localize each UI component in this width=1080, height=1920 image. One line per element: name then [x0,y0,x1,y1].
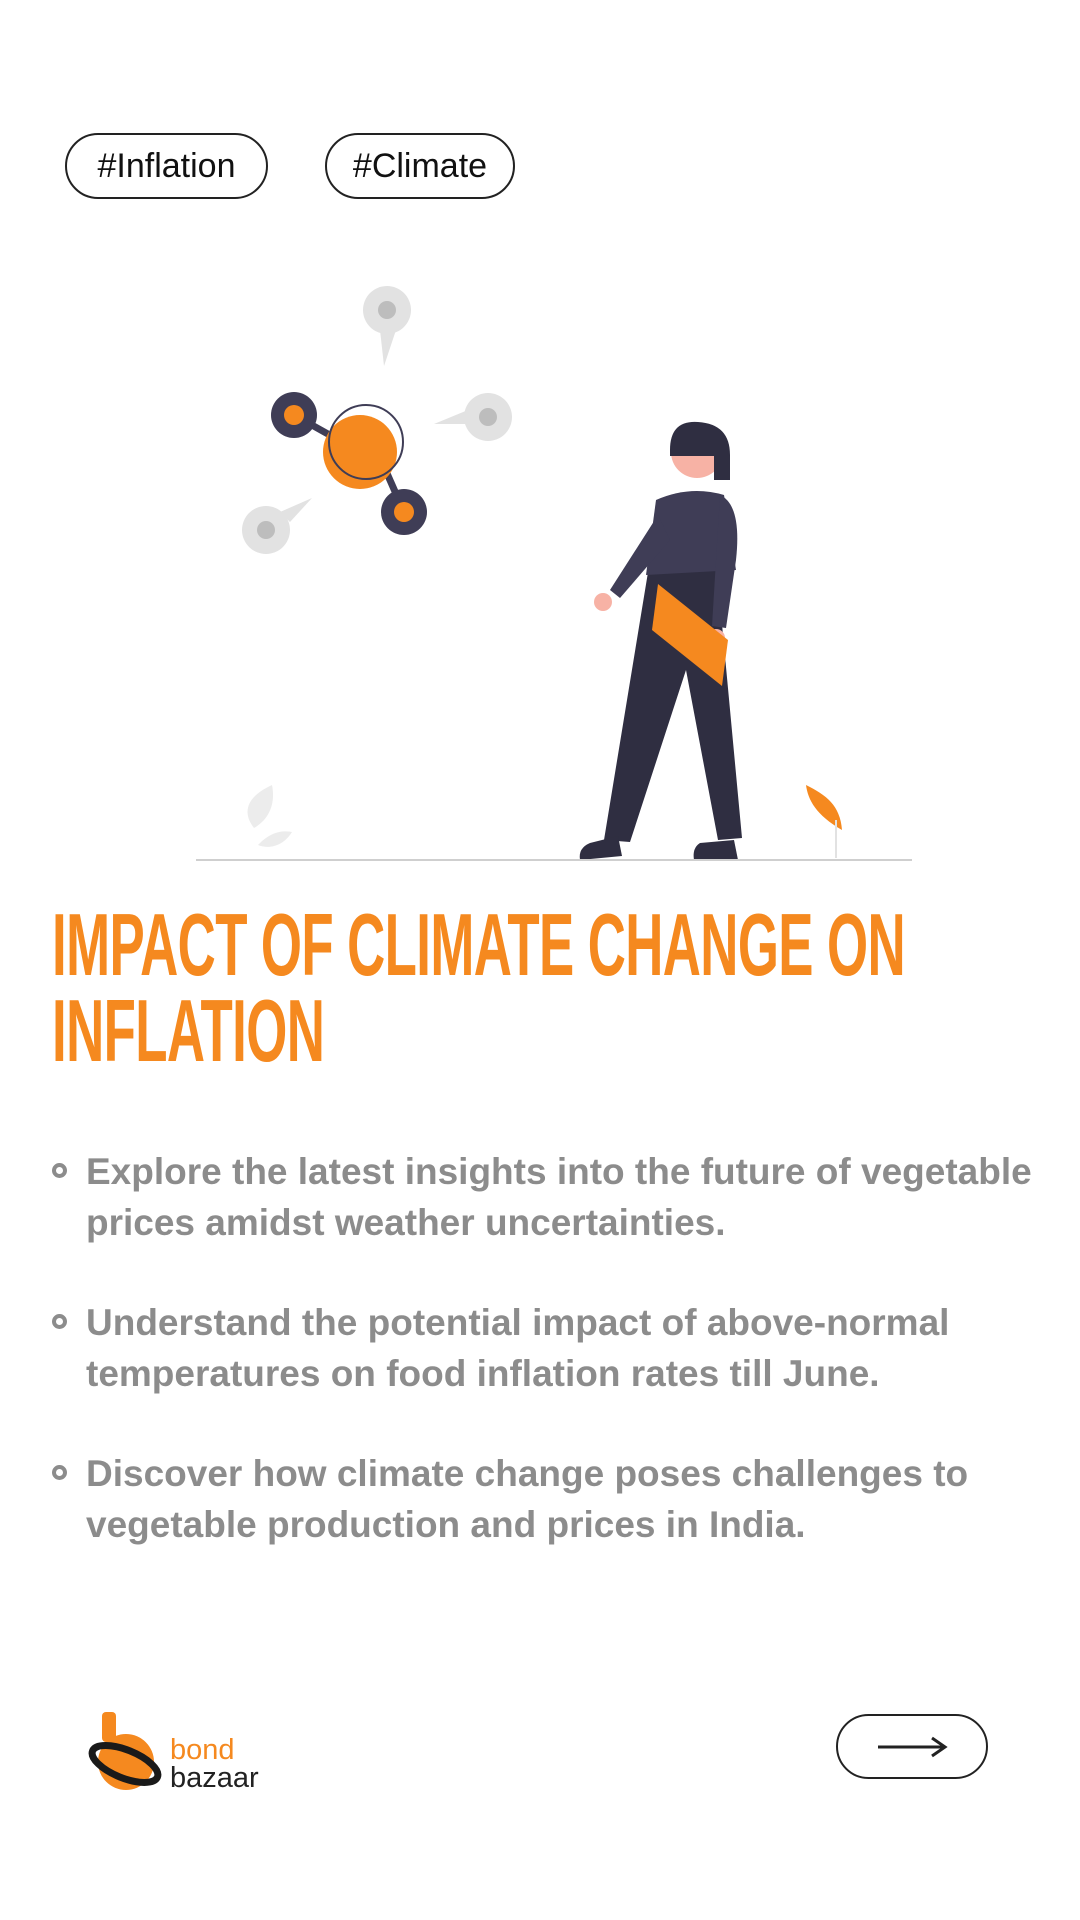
bullet-list: Explore the latest insights into the fut… [50,1146,1060,1599]
logo-icon [88,1712,162,1790]
tag[interactable]: #Inflation [65,133,268,199]
tag[interactable]: #Climate [325,133,515,199]
bullet: Discover how climate change poses challe… [50,1448,1060,1550]
logo-text: bond bazaar [170,1734,259,1794]
logo[interactable]: bond bazaar [88,1706,288,1796]
illustration [196,286,912,861]
next-button[interactable] [836,1714,988,1779]
bullet-text: Understand the potential impact of above… [86,1302,950,1394]
logo-word: bond [170,1734,235,1766]
bullet-marker [52,1163,67,1178]
bullet-marker [52,1465,67,1480]
bullet-marker [52,1314,67,1329]
headline: IMPACT OF CLIMATE CHANGE ON INFLATION [52,895,906,1080]
bullet: Understand the potential impact of above… [50,1297,1060,1399]
bullet-text: Discover how climate change poses challe… [86,1453,969,1545]
logo-word: bazaar [170,1762,259,1794]
bullet: Explore the latest insights into the fut… [50,1146,1060,1248]
bullet-text: Explore the latest insights into the fut… [86,1151,1032,1243]
arrow-icon [878,1736,948,1757]
